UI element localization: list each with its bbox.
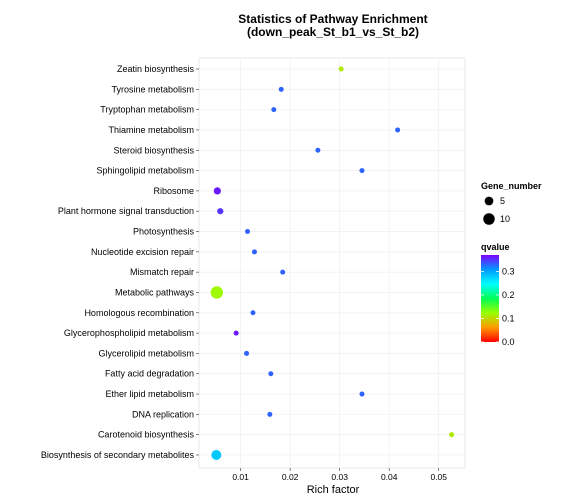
y-tick-label: Zeatin biosynthesis <box>117 64 195 74</box>
y-tick-label: Plant hormone signal transduction <box>58 206 194 216</box>
data-point <box>213 187 221 195</box>
x-axis-title: Rich factor <box>307 484 360 496</box>
y-tick-label: Ether lipid metabolism <box>105 389 194 399</box>
legend-size-label: 10 <box>500 214 510 224</box>
x-axis-labels: 0.01 0.02 0.03 0.04 0.05 <box>232 468 447 482</box>
data-point <box>359 391 365 397</box>
y-tick-label: Steroid biosynthesis <box>113 145 194 155</box>
data-point <box>268 371 274 377</box>
data-point <box>210 286 224 299</box>
y-tick-label: Glycerolipid metabolism <box>98 348 194 358</box>
legend-size-label: 5 <box>500 196 505 206</box>
y-tick-label: Metabolic pathways <box>115 287 195 297</box>
y-tick-label: Glycerophospholipid metabolism <box>64 328 194 338</box>
data-point <box>271 107 277 113</box>
y-tick-label: Sphingolipid metabolism <box>96 166 194 176</box>
qvalue-colorbar <box>481 255 499 342</box>
legend-size-dot <box>484 196 494 206</box>
legend-color-title: qvalue <box>481 242 510 252</box>
colorbar-tick-label: 0.1 <box>502 313 515 323</box>
y-tick-label: Tryptophan metabolism <box>100 105 194 115</box>
data-point <box>251 249 257 255</box>
data-point <box>267 411 273 417</box>
x-tick-label: 0.03 <box>331 472 348 482</box>
legend-qvalue: qvalue 0.0 0.1 0.2 0.3 <box>481 242 515 347</box>
y-tick-label: Thiamine metabolism <box>108 125 194 135</box>
data-point <box>211 450 222 460</box>
y-tick-label: Fatty acid degradation <box>105 369 194 379</box>
chart-title-line2: (down_peak_St_b1_vs_St_b2) <box>247 25 419 39</box>
plot-panel <box>198 57 466 469</box>
data-point <box>278 86 284 92</box>
data-point <box>244 350 250 356</box>
y-tick-label: Mismatch repair <box>130 267 194 277</box>
y-tick-label: Tyrosine metabolism <box>111 84 194 94</box>
y-axis-labels: Zeatin biosynthesis Tyrosine metabolism Tr… <box>41 64 199 460</box>
y-tick-label: DNA replication <box>132 409 194 419</box>
data-point <box>245 229 251 235</box>
colorbar-tick-label: 0.2 <box>502 290 515 300</box>
data-point <box>280 269 286 275</box>
data-point <box>338 66 344 72</box>
y-tick-label: Nucleotide excision repair <box>91 247 194 257</box>
x-tick-label: 0.02 <box>282 472 299 482</box>
y-tick-label: Biosynthesis of secondary metabolites <box>41 450 195 460</box>
data-point <box>250 310 256 316</box>
y-tick-label: Carotenoid biosynthesis <box>98 430 195 440</box>
x-tick-label: 0.05 <box>430 472 447 482</box>
legend-size-dot <box>483 213 495 225</box>
legend-size-title: Gene_number <box>481 181 542 191</box>
grid-lines <box>199 58 465 468</box>
data-point <box>449 432 455 438</box>
colorbar-tick-label: 0.3 <box>502 266 515 276</box>
colorbar-tick-label: 0.0 <box>502 337 515 347</box>
data-points <box>210 66 455 460</box>
data-point <box>315 147 321 153</box>
y-tick-label: Homologous recombination <box>84 308 194 318</box>
data-point <box>217 208 224 215</box>
data-point <box>233 330 239 336</box>
x-tick-label: 0.01 <box>232 472 249 482</box>
data-point <box>395 127 401 133</box>
legend-gene-number: Gene_number 5 10 <box>481 181 542 225</box>
y-tick-label: Photosynthesis <box>133 227 195 237</box>
x-tick-label: 0.04 <box>381 472 398 482</box>
chart-title-line1: Statistics of Pathway Enrichment <box>238 12 427 26</box>
data-point <box>359 168 365 174</box>
y-tick-label: Ribosome <box>153 186 194 196</box>
